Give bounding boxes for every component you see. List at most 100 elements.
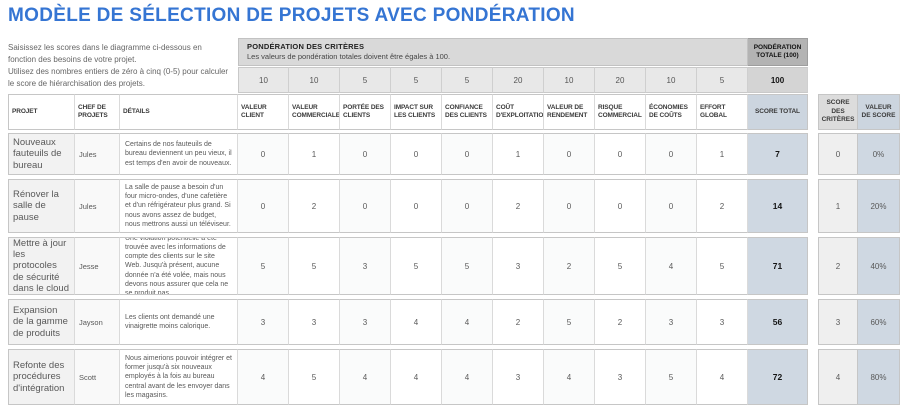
score-cell[interactable]: 5 <box>595 237 646 295</box>
column-header: IMPACT SUR LES CLIENTS <box>391 94 442 130</box>
score-cell[interactable]: 4 <box>442 299 493 345</box>
score-cell[interactable]: 5 <box>697 237 748 295</box>
weighting-block: PONDÉRATION DES CRITÈRES Les valeurs de … <box>238 38 808 93</box>
score-cell[interactable]: 3 <box>238 299 289 345</box>
table-row: Nouveaux fauteuils de bureau Jules Certain… <box>8 133 808 175</box>
score-cell[interactable]: 5 <box>289 349 340 405</box>
score-total-cell: 7 <box>748 133 808 175</box>
score-cell[interactable]: 5 <box>391 237 442 295</box>
weight-cell[interactable]: 10 <box>238 67 289 93</box>
score-cell[interactable]: 4 <box>697 349 748 405</box>
project-manager-cell[interactable]: Scott <box>75 349 120 405</box>
project-manager-cell[interactable]: Jayson <box>75 299 120 345</box>
score-cell[interactable]: 5 <box>289 237 340 295</box>
column-header: EFFORT GLOBAL <box>697 94 748 130</box>
project-name-cell[interactable]: Rénover la salle de pause <box>8 179 75 233</box>
score-cell[interactable]: 4 <box>391 299 442 345</box>
score-cell[interactable]: 4 <box>391 349 442 405</box>
project-manager-cell[interactable]: Jesse <box>75 237 120 295</box>
score-cell[interactable]: 0 <box>238 179 289 233</box>
score-cell[interactable]: 3 <box>289 299 340 345</box>
score-cell[interactable]: 3 <box>493 349 544 405</box>
weight-cell[interactable]: 5 <box>391 67 442 93</box>
score-cell[interactable]: 0 <box>544 133 595 175</box>
score-cell[interactable]: 0 <box>340 179 391 233</box>
legend-score-cell: 2 <box>818 237 858 295</box>
score-cell[interactable]: 3 <box>646 299 697 345</box>
score-cell[interactable]: 2 <box>697 179 748 233</box>
weight-cell[interactable]: 20 <box>493 67 544 93</box>
legend-header-criteria: SCORE DES CRITÈRES <box>818 94 858 130</box>
score-total-cell: 14 <box>748 179 808 233</box>
legend-row: 3 60% <box>818 299 900 345</box>
score-cell[interactable]: 0 <box>391 179 442 233</box>
project-name-cell[interactable]: Nouveaux fauteuils de bureau <box>8 133 75 175</box>
legend-percent-cell: 40% <box>858 237 900 295</box>
total-weight-header: PONDÉRATION TOTALE (100) <box>748 38 808 66</box>
weight-cell[interactable]: 10 <box>544 67 595 93</box>
score-cell[interactable]: 1 <box>697 133 748 175</box>
score-cell[interactable]: 0 <box>646 179 697 233</box>
project-details-cell[interactable]: Certains de nos fauteuils de bureau devi… <box>120 133 238 175</box>
column-header: RISQUE COMMERCIAL <box>595 94 646 130</box>
score-cell[interactable]: 0 <box>595 179 646 233</box>
instructions-text: Saisissez les scores dans le diagramme c… <box>8 38 238 93</box>
score-total-cell: 71 <box>748 237 808 295</box>
weight-cell[interactable]: 5 <box>340 67 391 93</box>
project-name-cell[interactable]: Mettre à jour les protocoles de sécurité… <box>8 237 75 295</box>
legend-header-row: SCORE DES CRITÈRES VALEUR DE SCORE <box>818 94 900 130</box>
instructions-line: Saisissez les scores dans le diagramme c… <box>8 43 202 64</box>
column-header: SCORE TOTAL <box>748 94 808 130</box>
score-cell[interactable]: 4 <box>544 349 595 405</box>
project-manager-cell[interactable]: Jules <box>75 133 120 175</box>
column-header: CONFIANCE DES CLIENTS <box>442 94 493 130</box>
score-cell[interactable]: 3 <box>697 299 748 345</box>
weight-cell[interactable]: 10 <box>646 67 697 93</box>
legend-percent-cell: 20% <box>858 179 900 233</box>
score-cell[interactable]: 5 <box>544 299 595 345</box>
legend-score-cell: 0 <box>818 133 858 175</box>
weight-cell[interactable]: 5 <box>442 67 493 93</box>
score-cell[interactable]: 0 <box>442 133 493 175</box>
score-cell[interactable]: 0 <box>646 133 697 175</box>
score-cell[interactable]: 2 <box>493 299 544 345</box>
score-cell[interactable]: 3 <box>340 237 391 295</box>
weight-cell[interactable]: 5 <box>697 67 748 93</box>
score-cell[interactable]: 4 <box>238 349 289 405</box>
score-cell[interactable]: 3 <box>340 299 391 345</box>
score-cell[interactable]: 5 <box>442 237 493 295</box>
score-cell[interactable]: 2 <box>595 299 646 345</box>
score-cell[interactable]: 5 <box>238 237 289 295</box>
score-cell[interactable]: 2 <box>493 179 544 233</box>
project-details-cell[interactable]: La salle de pause a besoin d'un four mic… <box>120 179 238 233</box>
score-cell[interactable]: 3 <box>493 237 544 295</box>
score-cell[interactable]: 1 <box>289 133 340 175</box>
legend-header-value: VALEUR DE SCORE <box>858 94 900 130</box>
score-cell[interactable]: 2 <box>544 237 595 295</box>
score-cell[interactable]: 2 <box>289 179 340 233</box>
total-weight-value: 100 <box>748 67 808 93</box>
score-cell[interactable]: 0 <box>340 133 391 175</box>
table-row: Rénover la salle de pause Jules La salle d… <box>8 179 808 233</box>
score-cell[interactable]: 3 <box>595 349 646 405</box>
score-cell[interactable]: 4 <box>646 237 697 295</box>
weighting-band: PONDÉRATION DES CRITÈRES Les valeurs de … <box>238 38 808 66</box>
score-cell[interactable]: 0 <box>442 179 493 233</box>
score-cell[interactable]: 1 <box>493 133 544 175</box>
weight-cell[interactable]: 10 <box>289 67 340 93</box>
score-cell[interactable]: 0 <box>544 179 595 233</box>
score-cell[interactable]: 5 <box>646 349 697 405</box>
score-cell[interactable]: 4 <box>340 349 391 405</box>
score-cell[interactable]: 0 <box>391 133 442 175</box>
legend-score-cell: 3 <box>818 299 858 345</box>
score-cell[interactable]: 4 <box>442 349 493 405</box>
project-name-cell[interactable]: Refonte des procédures d'intégration <box>8 349 75 405</box>
project-name-cell[interactable]: Expansion de la gamme de produits <box>8 299 75 345</box>
score-cell[interactable]: 0 <box>595 133 646 175</box>
project-details-cell[interactable]: Une violation potentielle a été trouvée … <box>120 237 238 295</box>
project-details-cell[interactable]: Nous aimerions pouvoir intégrer et forme… <box>120 349 238 405</box>
project-manager-cell[interactable]: Jules <box>75 179 120 233</box>
score-cell[interactable]: 0 <box>238 133 289 175</box>
weight-cell[interactable]: 20 <box>595 67 646 93</box>
project-details-cell[interactable]: Les clients ont demandé une vinaigrette … <box>120 299 238 345</box>
